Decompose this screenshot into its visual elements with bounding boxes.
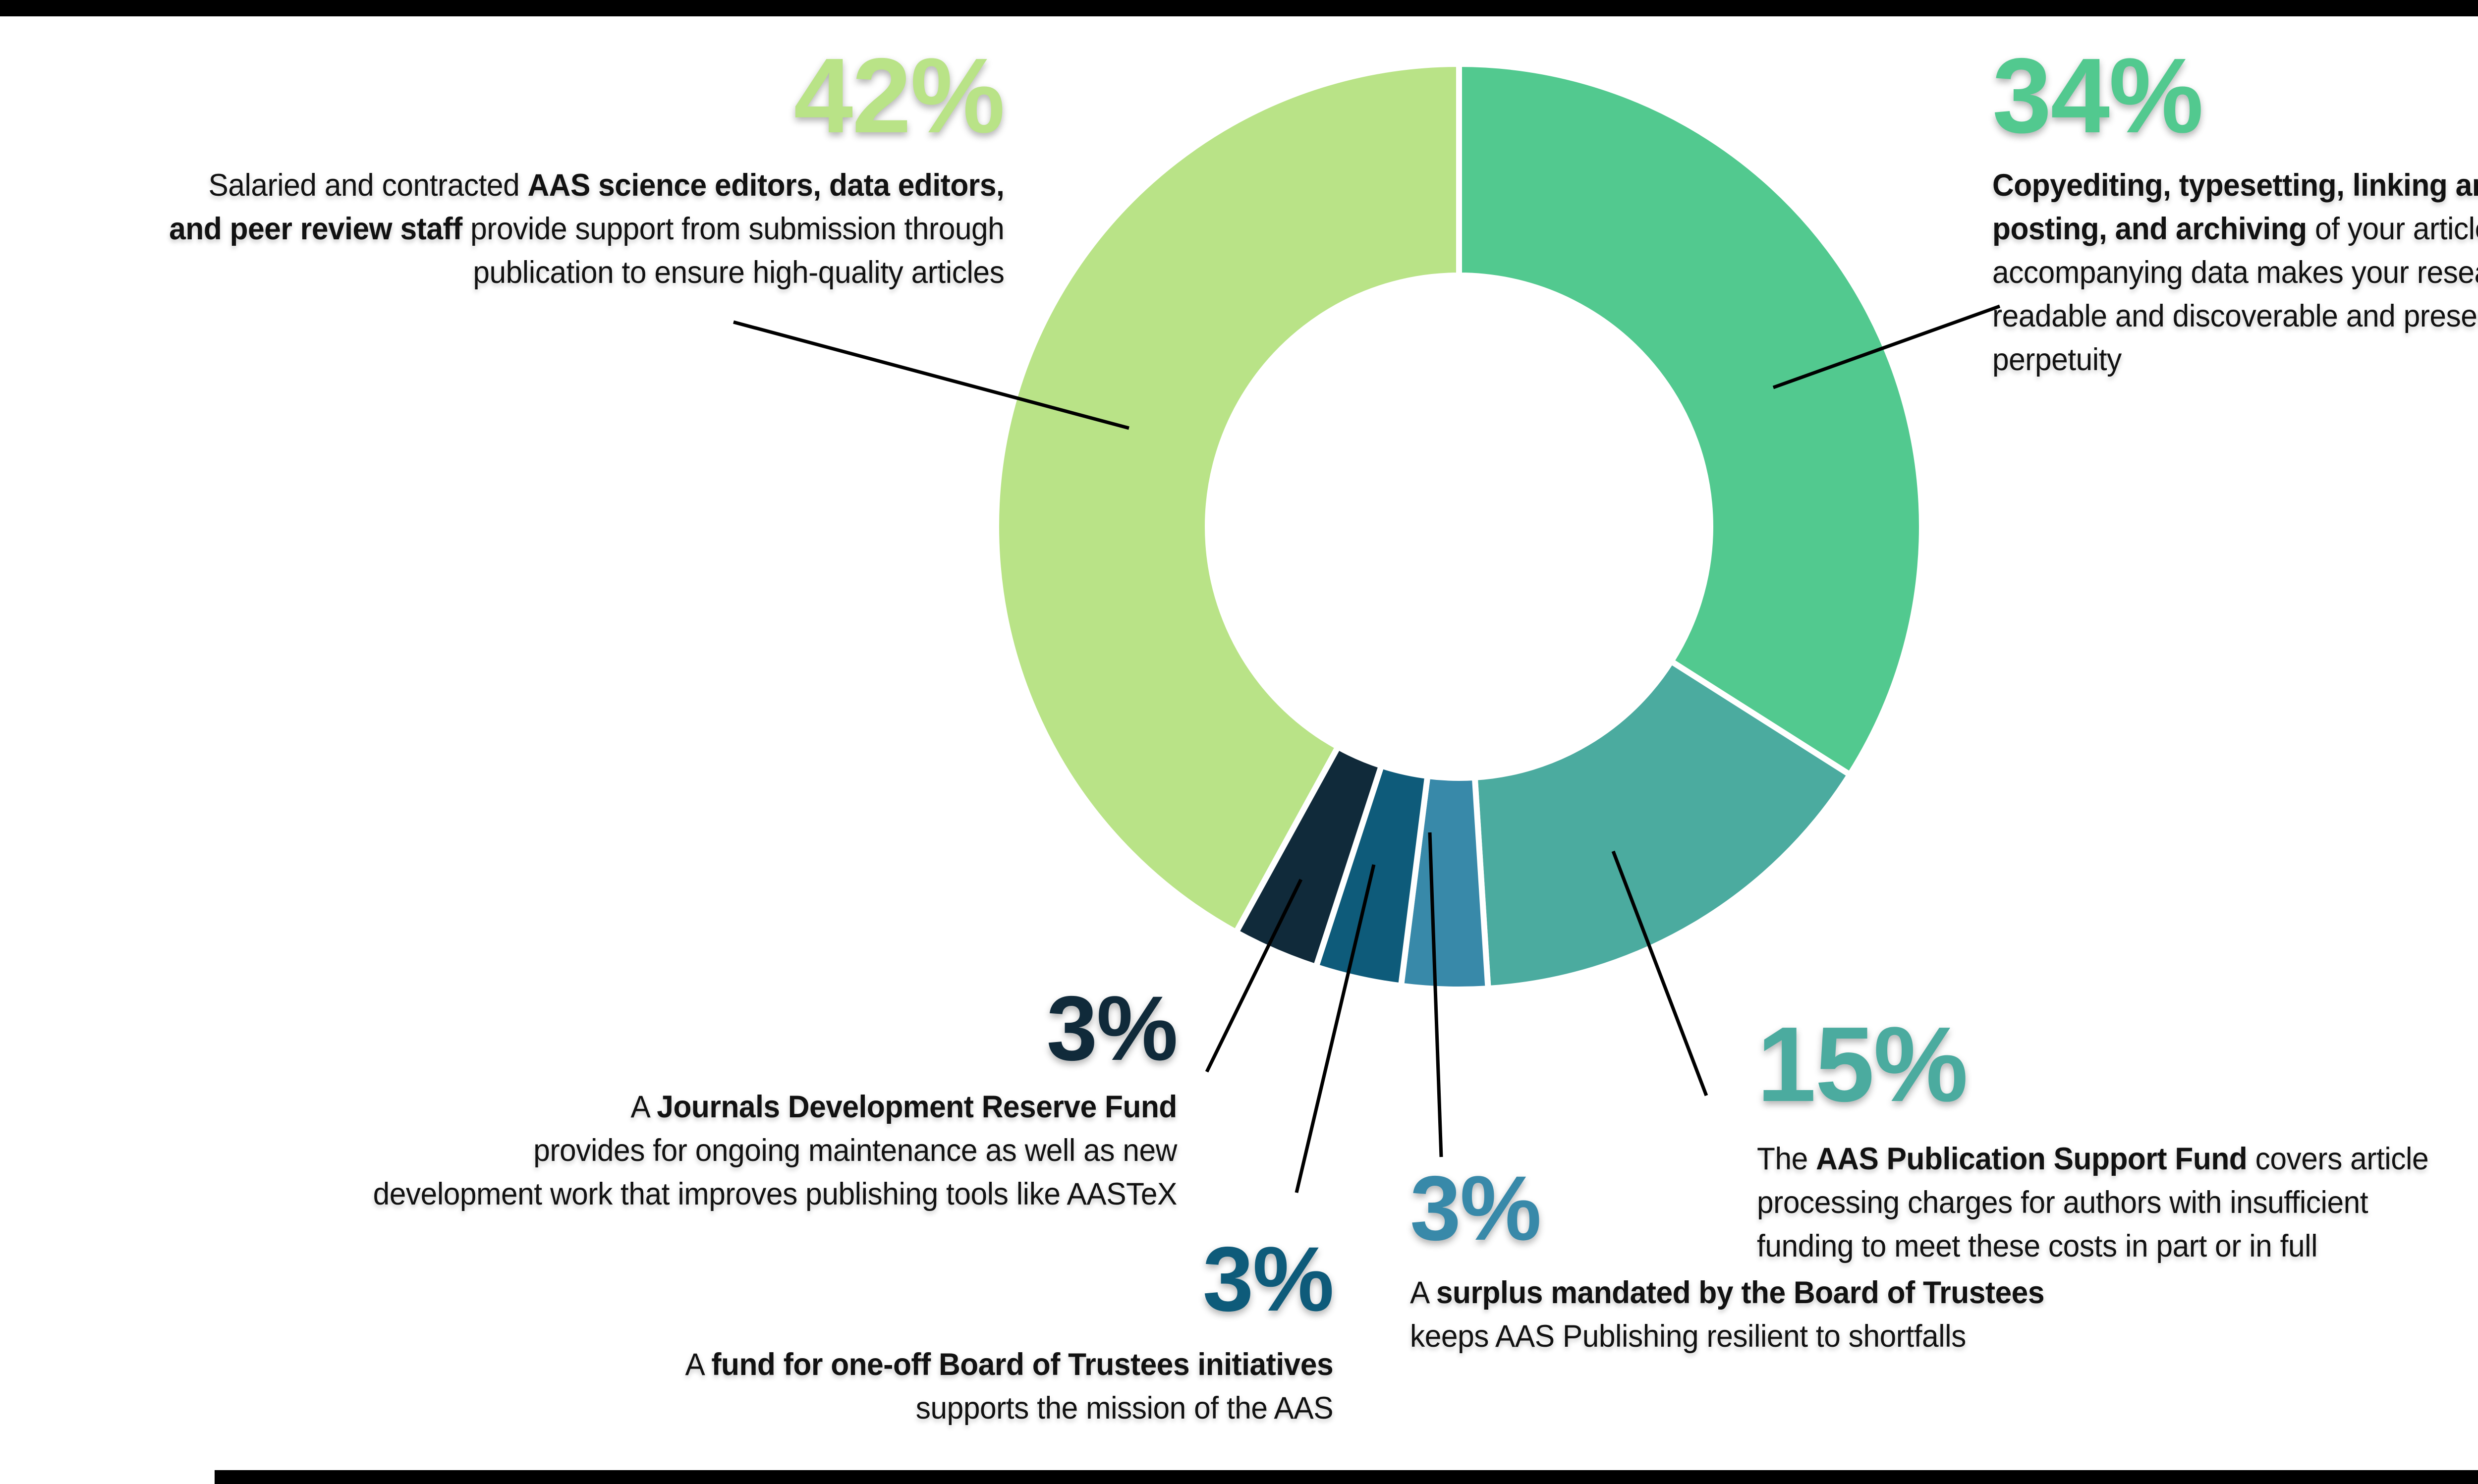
donut-slice-42-5 — [993, 61, 1462, 935]
bottom-black-bar — [215, 1470, 2478, 1484]
percent-label-34: 34% — [1992, 36, 2203, 155]
callout-surplus-3: 3% A surplus mandated by the Board of Tr… — [1410, 1163, 2071, 1358]
leader-line-one-off-fund-3 — [1295, 864, 1376, 1193]
callout-text-3-reserve: A Journals Development Reserve Fund provi… — [373, 1090, 1178, 1211]
percent-label-42: 42% — [793, 36, 1005, 155]
callout-text-15: The AAS Publication Support Fund covers … — [1757, 1142, 2429, 1264]
percent-label-3-one-off: 3% — [1202, 1228, 1334, 1330]
leader-line-support-fund-15 — [1611, 850, 1708, 1097]
top-black-bar — [0, 0, 2478, 16]
callout-copyediting-34: 34% Copyediting, typesetting, linking an… — [1992, 42, 2478, 382]
callout-editors-42: 42% Salaried and contracted AAS science … — [134, 36, 1005, 294]
leader-line-copyediting-34 — [1772, 304, 2001, 389]
callout-reserve-fund-3: 3% A Journals Development Reserve Fund pr… — [339, 978, 1178, 1216]
donut-slice-15-1 — [1471, 658, 1853, 992]
callout-support-fund-15: 15% The AAS Publication Support Fund cov… — [1757, 1011, 2457, 1268]
callout-text-34: Copyediting, typesetting, linking and ta… — [1992, 168, 2478, 377]
callout-text-3-one-off: A fund for one-off Board of Trustees ini… — [685, 1347, 1333, 1426]
percent-label-3-reserve: 3% — [1046, 978, 1178, 1080]
callout-one-off-fund-3: 3% A fund for one-off Board of Trustees … — [658, 1228, 1334, 1430]
leader-line-editors-42 — [733, 320, 1129, 430]
callout-text-42: Salaried and contracted AAS science edit… — [169, 168, 1005, 290]
percent-label-3-surplus: 3% — [1410, 1157, 1541, 1260]
percent-label-15: 15% — [1757, 1004, 1968, 1124]
leader-line-reserve-fund-3 — [1205, 879, 1303, 1073]
callout-text-3-surplus: A surplus mandated by the Board of Trust… — [1410, 1275, 2044, 1354]
donut-slice-34-0 — [1456, 61, 1925, 778]
leader-line-surplus-3 — [1428, 832, 1443, 1157]
